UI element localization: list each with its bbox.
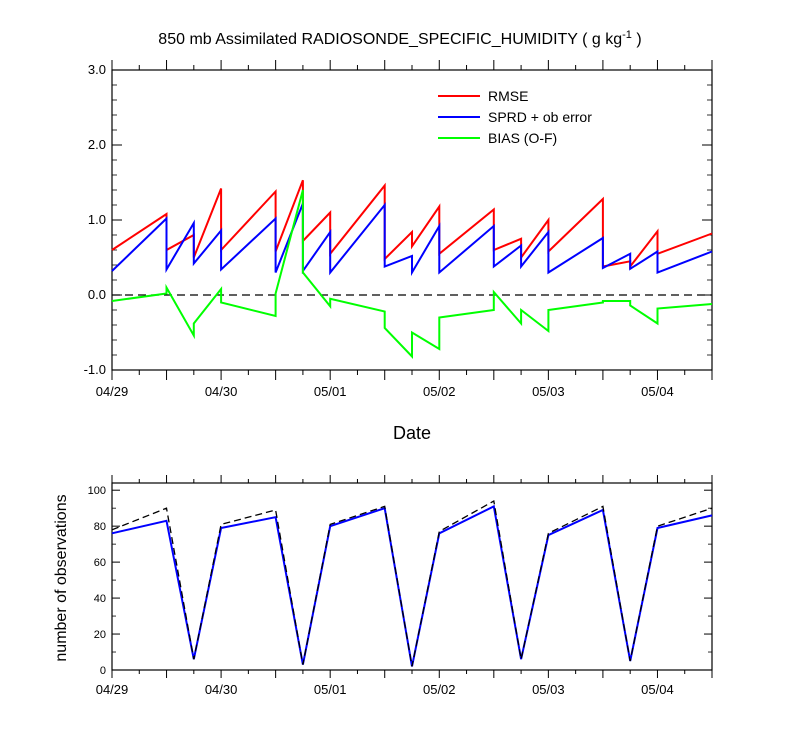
bottom-y-tick-label: 100 <box>88 485 106 497</box>
top-chart-panel: -1.0 0.0 1.0 2.0 3.0 04/29 04/30 05/01 05/02 05/0… <box>84 60 713 399</box>
bottom-y-tick-label: 80 <box>94 521 106 533</box>
legend-label-0: RMSE <box>488 88 528 104</box>
bottom-series-line-0 <box>111 504 713 667</box>
top-x-tick-label: 04/30 <box>205 384 238 399</box>
top-x-tick-label: 05/03 <box>532 384 565 399</box>
top-x-tick-label: 05/01 <box>314 384 347 399</box>
top-y-tick-label: -1.0 <box>84 362 106 377</box>
bottom-chart-y-label: number of observations <box>53 494 70 661</box>
top-plot-frame <box>111 69 713 371</box>
legend-label-1: SPRD + ob error <box>488 109 592 125</box>
top-series-line-1 <box>111 202 713 277</box>
top-x-tick-label: 04/29 <box>96 384 129 399</box>
bottom-x-tick-label: 05/01 <box>314 682 347 697</box>
top-x-tick-label: 05/02 <box>423 384 456 399</box>
top-y-tick-label: 3.0 <box>88 62 106 77</box>
bottom-x-tick-label: 05/04 <box>641 682 674 697</box>
bottom-x-tick-label: 04/30 <box>205 682 238 697</box>
top-y-tick-label: 2.0 <box>88 137 106 152</box>
top-chart-title: 850 mb Assimilated RADIOSONDE_SPECIFIC_H… <box>158 29 641 48</box>
bottom-y-tick-label: 60 <box>94 557 106 569</box>
bottom-y-tick-label: 0 <box>100 665 106 677</box>
bottom-y-tick-label: 20 <box>94 629 106 641</box>
top-x-tick-label: 05/04 <box>641 384 674 399</box>
bottom-y-tick-label: 40 <box>94 593 106 605</box>
bottom-plot-frame <box>111 482 713 671</box>
bottom-x-tick-label: 05/03 <box>532 682 565 697</box>
top-y-tick-label: 0.0 <box>88 287 106 302</box>
top-chart-x-label: Date <box>393 423 431 443</box>
bottom-chart-panel: 0 20 40 60 80 100 04/29 04/30 05/01 05/02 05/03 05/… <box>88 475 713 697</box>
bottom-x-tick-label: 05/02 <box>423 682 456 697</box>
top-y-tick-label: 1.0 <box>88 212 106 227</box>
top-series-line-2 <box>111 189 713 359</box>
bottom-series-line-1 <box>111 499 713 667</box>
legend-label-2: BIAS (O-F) <box>488 130 557 146</box>
bottom-x-tick-label: 04/29 <box>96 682 129 697</box>
